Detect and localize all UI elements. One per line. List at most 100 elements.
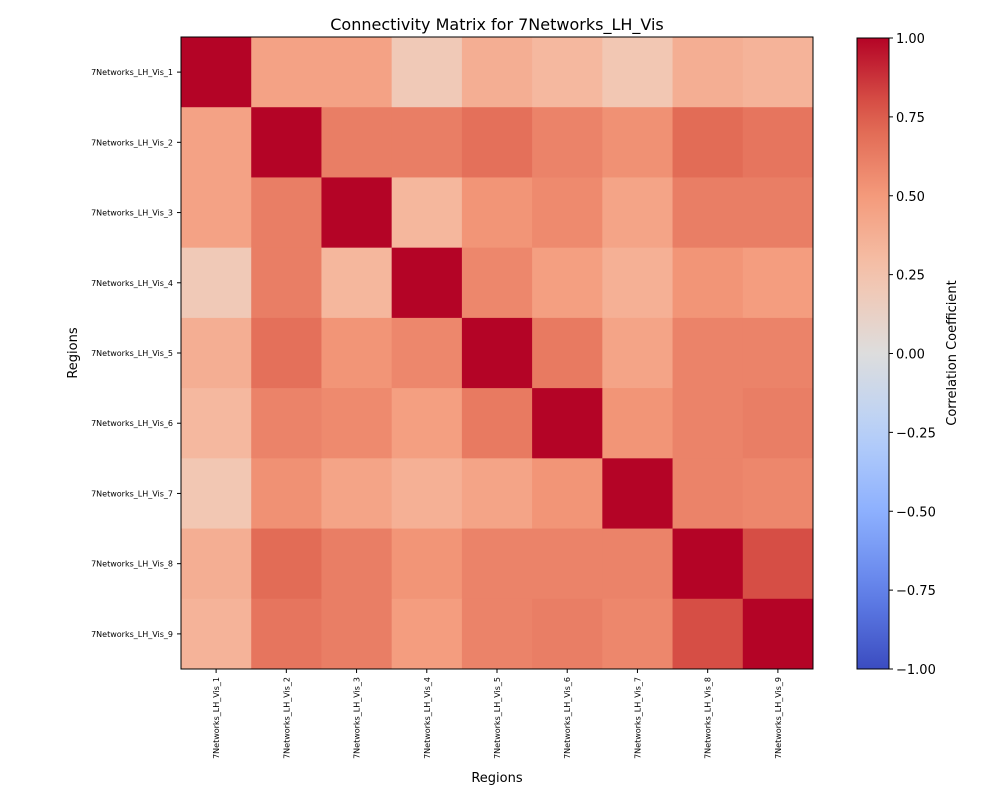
heatmap-cell [532,528,603,600]
heatmap-cell [461,388,533,459]
heatmap-cell [321,107,393,178]
heatmap-cell [672,247,744,319]
heatmap-cell [321,388,393,459]
heatmap-cell [742,317,814,389]
heatmap-cell [742,247,814,319]
heatmap-cell [742,598,814,670]
heatmap-cell [321,458,393,530]
heatmap-cell [181,107,252,178]
colorbar-tick-label: 0.75 [896,111,925,126]
heatmap-cell [181,247,252,319]
y-axis-ticks: 7Networks_LH_Vis_1 7Networks_LH_Vis_2 7Net… [91,68,181,639]
heatmap-cell [251,388,322,459]
colorbar-tick-label: 0.50 [896,190,925,205]
heatmap-cell [532,107,603,178]
heatmap-cell [391,458,463,530]
x-tick-label: 7Networks_LH_Vis_1 [212,677,221,759]
heatmap-cell [742,458,814,530]
x-axis-label: Regions [471,771,523,786]
colorbar-label: Correlation Coefficient [945,280,960,426]
x-tick-label: 7Networks_LH_Vis_7 [633,677,642,759]
y-tick-label: 7Networks_LH_Vis_5 [91,349,173,358]
heatmap-cell [391,107,463,178]
colorbar-tick-label: −0.25 [896,426,936,441]
heatmap-cell [672,388,744,459]
heatmap-cell [602,598,674,670]
heatmap-cell [742,37,814,108]
colorbar-tick-label: 0.00 [896,348,925,363]
heatmap-cell [532,458,603,530]
heatmap-cell [251,528,322,600]
heatmap-cell [391,177,463,249]
x-tick-label: 7Networks_LH_Vis_4 [423,677,432,759]
heatmap-cell [602,177,674,249]
colorbar-tick-label: −0.75 [896,584,936,599]
heatmap-cell [461,458,533,530]
heatmap-cell [251,37,322,108]
heatmap-cell [532,37,603,108]
heatmap-cell [251,598,322,670]
heatmap-cell [391,247,463,319]
x-tick-label: 7Networks_LH_Vis_6 [563,677,572,759]
heatmap-cell [602,458,674,530]
heatmap-cell [251,317,322,389]
colorbar-tick-label: −1.00 [896,663,936,678]
heatmap-cell [532,598,603,670]
heatmap-cells [181,37,814,670]
heatmap-cell [461,528,533,600]
y-tick-label: 7Networks_LH_Vis_8 [91,560,173,569]
heatmap-cell [181,317,252,389]
y-tick-label: 7Networks_LH_Vis_2 [91,138,173,147]
heatmap-cell [672,107,744,178]
x-tick-label: 7Networks_LH_Vis_5 [493,677,502,759]
heatmap-cell [391,317,463,389]
heatmap-cell [672,598,744,670]
x-tick-label: 7Networks_LH_Vis_9 [774,677,783,759]
heatmap-cell [602,247,674,319]
heatmap-cell [181,37,252,108]
colorbar [856,37,890,670]
x-tick-label: 7Networks_LH_Vis_3 [353,677,362,759]
heatmap-cell [602,528,674,600]
heatmap-cell [181,388,252,459]
heatmap-cell [391,388,463,459]
y-tick-label: 7Networks_LH_Vis_1 [91,68,173,77]
heatmap-cell [461,37,533,108]
heatmap-cell [321,598,393,670]
heatmap-cell [321,247,393,319]
heatmap-cell [461,177,533,249]
heatmap-cell [742,177,814,249]
heatmap-cell [672,458,744,530]
heatmap-cell [321,317,393,389]
colorbar-tick-label: −0.50 [896,505,936,520]
colorbar-tick-label: 0.25 [896,269,925,284]
heatmap-cell [532,247,603,319]
heatmap-cell [181,458,252,530]
y-tick-label: 7Networks_LH_Vis_6 [91,419,173,428]
y-axis-label: Regions [66,327,81,379]
heatmap-cell [602,37,674,108]
heatmap-cell [532,388,603,459]
heatmap-cell [251,247,322,319]
heatmap-cell [251,107,322,178]
heatmap-cell [181,177,252,249]
heatmap-cell [742,107,814,178]
heatmap-cell [391,598,463,670]
heatmap-cell [321,528,393,600]
heatmap-cell [602,317,674,389]
heatmap-cell [391,528,463,600]
heatmap-cell [672,317,744,389]
x-tick-label: 7Networks_LH_Vis_8 [704,677,713,759]
heatmap-cell [461,247,533,319]
heatmap-cell [742,388,814,459]
heatmap-cell [672,177,744,249]
heatmap-cell [461,107,533,178]
heatmap-cell [251,458,322,530]
heatmap-cell [461,317,533,389]
heatmap-cell [532,317,603,389]
y-tick-label: 7Networks_LH_Vis_3 [91,209,173,218]
heatmap-cell [181,528,252,600]
heatmap-cell [532,177,603,249]
heatmap-cell [672,37,744,108]
heatmap-cell [672,528,744,600]
